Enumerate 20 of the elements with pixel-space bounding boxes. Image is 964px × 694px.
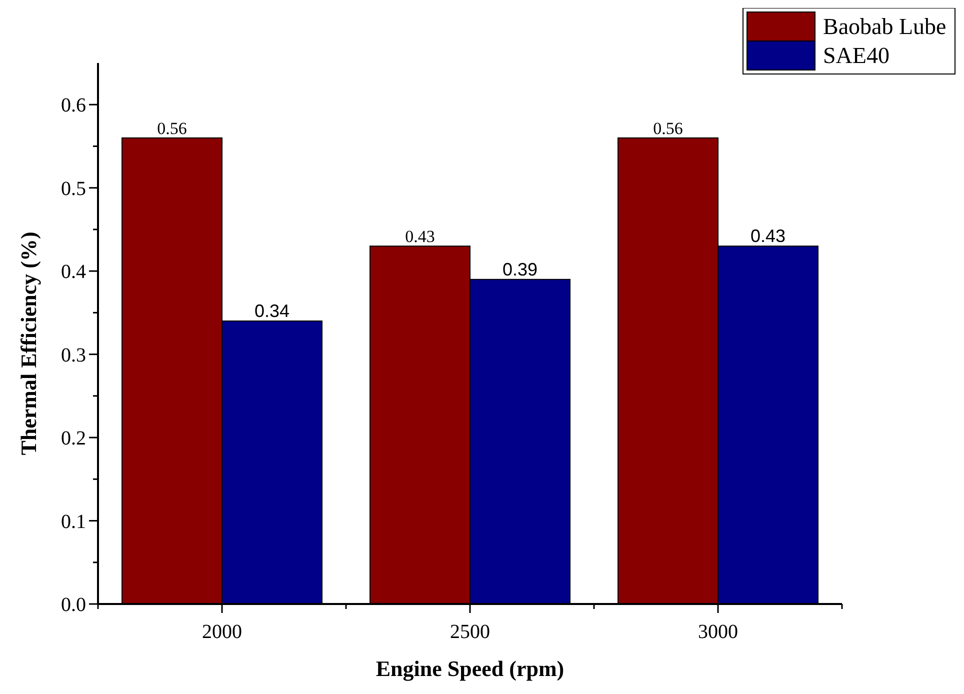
- y-tick-label: 0.0: [61, 594, 86, 616]
- data-label: 0.56: [653, 118, 683, 138]
- legend-label: Baobab Lube: [823, 14, 946, 39]
- y-tick-label: 0.6: [61, 94, 86, 117]
- x-axis-title: Engine Speed (rpm): [376, 656, 564, 681]
- data-label: 0.39: [502, 259, 538, 280]
- data-label: 0.43: [405, 227, 435, 246]
- legend-label: SAE40: [823, 43, 890, 68]
- y-tick-label: 0.2: [61, 428, 86, 450]
- y-tick-label: 0.5: [61, 178, 86, 200]
- y-tick-label: 0.1: [61, 510, 86, 533]
- x-tick-label: 3000: [698, 621, 738, 643]
- data-label: 0.43: [750, 226, 786, 246]
- y-tick-label: 0.3: [61, 344, 86, 366]
- data-label: 0.56: [157, 118, 187, 138]
- x-tick-label: 2500: [450, 621, 490, 643]
- x-tick-label: 2000: [202, 621, 242, 643]
- y-tick-label: 0.4: [61, 261, 86, 284]
- data-label: 0.34: [254, 301, 290, 322]
- y-axis-title: Thermal Efficiency (%): [16, 232, 41, 456]
